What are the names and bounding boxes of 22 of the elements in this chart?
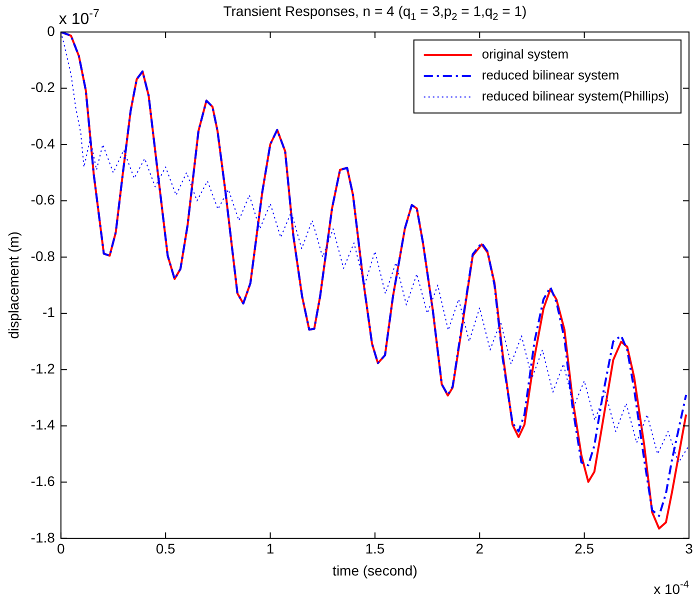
x-tick-label: 1 — [266, 540, 274, 557]
x-tick-label: 0 — [57, 540, 66, 557]
x-tick-label: 1.5 — [365, 540, 385, 557]
legend-label: original system — [482, 46, 569, 62]
x-tick-label: 0.5 — [156, 540, 176, 557]
y-tick-label: -1.6 — [30, 472, 56, 489]
y-tick-label: -1.8 — [30, 529, 56, 546]
x-tick-label: 3 — [685, 540, 694, 557]
y-tick-label: -1 — [42, 304, 56, 320]
y-tick-label: -0.4 — [30, 135, 56, 152]
legend-label: reduced bilinear system(Phillips) — [482, 88, 670, 104]
y-axis-title: displacement (m) — [5, 232, 22, 339]
y-tick-label: -0.6 — [30, 192, 56, 208]
x-tick-label: 2 — [476, 540, 484, 557]
x-tick-label: 2.5 — [574, 540, 594, 557]
y-tick-label: -0.2 — [30, 79, 56, 96]
y-tick-label: 0 — [47, 22, 56, 39]
x-axis-title: time (second) — [332, 562, 418, 578]
y-tick-label: -0.8 — [30, 248, 56, 264]
y-tick-label: -1.4 — [30, 416, 56, 433]
y-tick-label: -1.2 — [30, 360, 56, 376]
legend-label: reduced bilinear system — [482, 68, 620, 83]
